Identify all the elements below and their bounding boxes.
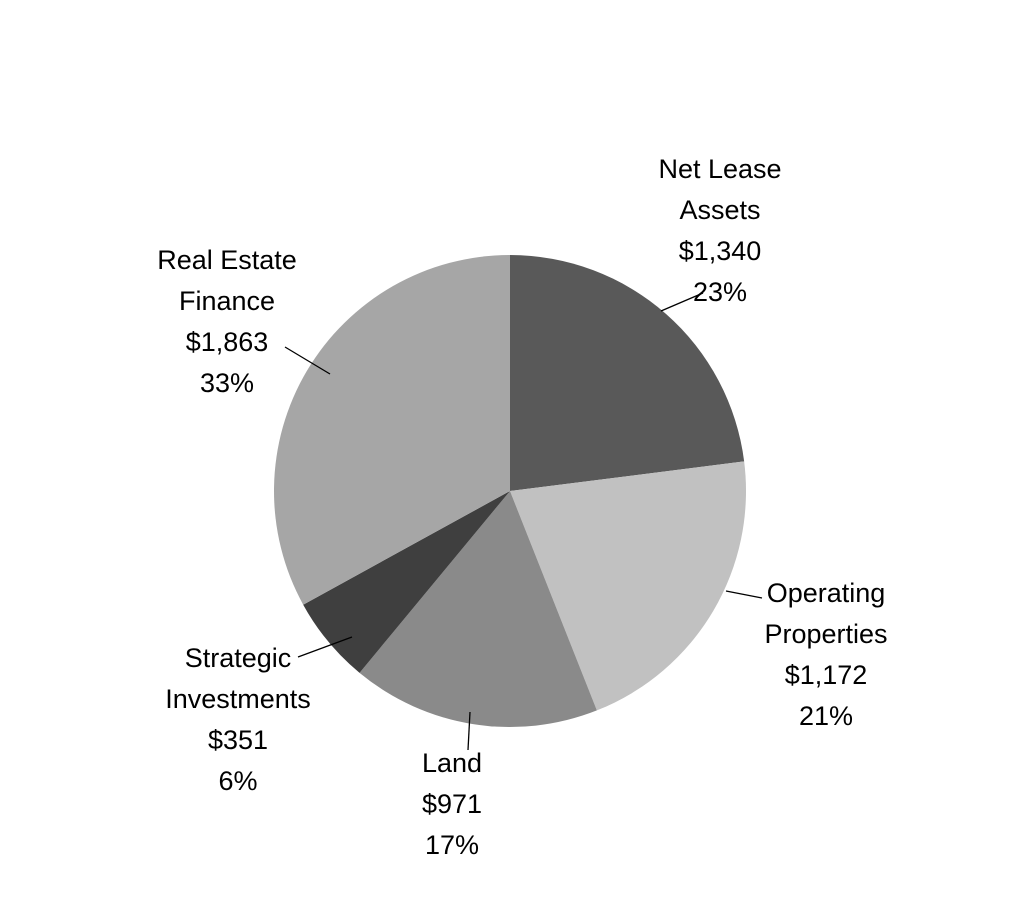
label-line: Investments bbox=[165, 684, 311, 714]
pie-slices bbox=[274, 255, 747, 728]
label-value: $351 bbox=[207, 725, 269, 755]
label-percent: 17% bbox=[424, 830, 480, 860]
label-percent: 6% bbox=[218, 766, 258, 796]
pie-slice-operating-properties bbox=[510, 461, 747, 711]
label-line: Land bbox=[421, 748, 483, 778]
leader-line-real-estate-finance bbox=[284, 346, 331, 375]
pie-slice-strategic-investments bbox=[303, 491, 510, 673]
label-line: Finance bbox=[178, 286, 276, 316]
label-percent: 33% bbox=[199, 368, 255, 398]
label-real-estate-finance: Real Estate Finance $1,863 33% bbox=[157, 240, 297, 404]
label-line: Net Lease bbox=[658, 154, 782, 184]
label-strategic-investments: Strategic Investments $351 6% bbox=[165, 638, 311, 802]
label-land: Land $971 17% bbox=[422, 743, 482, 866]
leader-line-operating-properties bbox=[725, 590, 763, 599]
label-value: $1,172 bbox=[784, 660, 868, 690]
pie-slice-net-lease-assets bbox=[510, 255, 745, 491]
label-value: $1,340 bbox=[678, 236, 762, 266]
label-line: Operating bbox=[766, 578, 886, 608]
label-line: Properties bbox=[764, 619, 888, 649]
leader-line-net-lease-assets bbox=[660, 292, 704, 312]
label-value: $971 bbox=[421, 789, 483, 819]
label-percent: 23% bbox=[692, 277, 748, 307]
label-operating-properties: Operating Properties $1,172 21% bbox=[764, 573, 887, 737]
leader-line-land bbox=[467, 711, 471, 751]
label-percent: 21% bbox=[798, 701, 854, 731]
label-line: Strategic bbox=[184, 643, 292, 673]
pie-slice-real-estate-finance bbox=[274, 255, 510, 605]
label-value: $1,863 bbox=[185, 327, 269, 357]
label-net-lease-assets: Net Lease Assets $1,340 23% bbox=[658, 149, 781, 313]
label-line: Real Estate bbox=[157, 245, 297, 275]
pie-slice-land bbox=[359, 491, 597, 728]
leader-line-strategic-investments bbox=[297, 636, 353, 658]
label-line: Assets bbox=[679, 195, 761, 225]
leader-lines bbox=[284, 292, 763, 751]
